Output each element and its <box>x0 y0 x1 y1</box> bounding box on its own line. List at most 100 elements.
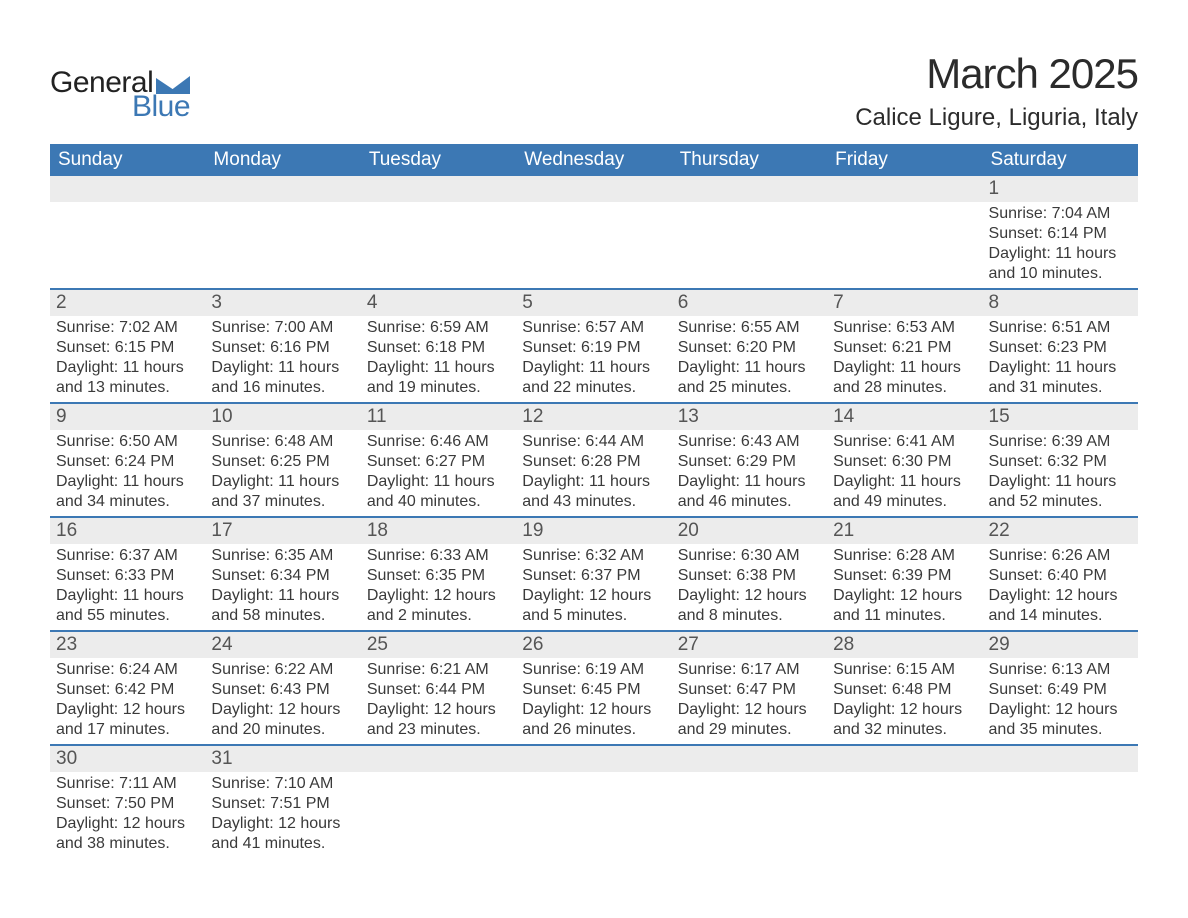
calendar-cell: 11Sunrise: 6:46 AMSunset: 6:27 PMDayligh… <box>361 403 516 517</box>
calendar-cell: 29Sunrise: 6:13 AMSunset: 6:49 PMDayligh… <box>983 631 1138 745</box>
day-number <box>516 746 671 772</box>
daylight-line: Daylight: 12 hours and 2 minutes. <box>367 586 510 626</box>
daylight-line: Daylight: 11 hours and 40 minutes. <box>367 472 510 512</box>
day-number <box>672 746 827 772</box>
sunrise-line: Sunrise: 6:37 AM <box>56 546 199 566</box>
sunrise-line: Sunrise: 6:48 AM <box>211 432 354 452</box>
day-number: 17 <box>205 518 360 544</box>
calendar-cell: 5Sunrise: 6:57 AMSunset: 6:19 PMDaylight… <box>516 289 671 403</box>
calendar-cell <box>50 176 205 289</box>
calendar-cell: 18Sunrise: 6:33 AMSunset: 6:35 PMDayligh… <box>361 517 516 631</box>
sunrise-line: Sunrise: 6:19 AM <box>522 660 665 680</box>
sunset-line: Sunset: 6:14 PM <box>989 224 1132 244</box>
calendar-cell: 6Sunrise: 6:55 AMSunset: 6:20 PMDaylight… <box>672 289 827 403</box>
day-header: Tuesday <box>361 144 516 176</box>
day-details <box>361 772 516 854</box>
daylight-line: Daylight: 12 hours and 41 minutes. <box>211 814 354 854</box>
calendar-cell: 24Sunrise: 6:22 AMSunset: 6:43 PMDayligh… <box>205 631 360 745</box>
sunrise-line: Sunrise: 6:51 AM <box>989 318 1132 338</box>
day-details: Sunrise: 6:53 AMSunset: 6:21 PMDaylight:… <box>827 316 982 402</box>
day-details: Sunrise: 7:04 AMSunset: 6:14 PMDaylight:… <box>983 202 1138 288</box>
sunset-line: Sunset: 6:29 PM <box>678 452 821 472</box>
day-details: Sunrise: 6:17 AMSunset: 6:47 PMDaylight:… <box>672 658 827 744</box>
daylight-line: Daylight: 11 hours and 55 minutes. <box>56 586 199 626</box>
calendar-week: 16Sunrise: 6:37 AMSunset: 6:33 PMDayligh… <box>50 517 1138 631</box>
day-details <box>983 772 1138 854</box>
calendar-cell: 23Sunrise: 6:24 AMSunset: 6:42 PMDayligh… <box>50 631 205 745</box>
sunset-line: Sunset: 6:43 PM <box>211 680 354 700</box>
day-details <box>827 202 982 284</box>
day-details: Sunrise: 6:55 AMSunset: 6:20 PMDaylight:… <box>672 316 827 402</box>
calendar-cell: 4Sunrise: 6:59 AMSunset: 6:18 PMDaylight… <box>361 289 516 403</box>
day-number <box>516 176 671 202</box>
day-details: Sunrise: 6:41 AMSunset: 6:30 PMDaylight:… <box>827 430 982 516</box>
daylight-line: Daylight: 11 hours and 13 minutes. <box>56 358 199 398</box>
day-number <box>672 176 827 202</box>
sunrise-line: Sunrise: 6:30 AM <box>678 546 821 566</box>
calendar-cell <box>672 176 827 289</box>
day-details <box>50 202 205 284</box>
sunset-line: Sunset: 6:33 PM <box>56 566 199 586</box>
sunset-line: Sunset: 6:20 PM <box>678 338 821 358</box>
calendar-cell <box>516 745 671 858</box>
calendar-cell: 2Sunrise: 7:02 AMSunset: 6:15 PMDaylight… <box>50 289 205 403</box>
title-block: March 2025 Calice Ligure, Liguria, Italy <box>855 50 1138 132</box>
day-number: 2 <box>50 290 205 316</box>
location: Calice Ligure, Liguria, Italy <box>855 104 1138 132</box>
calendar-cell: 15Sunrise: 6:39 AMSunset: 6:32 PMDayligh… <box>983 403 1138 517</box>
sunrise-line: Sunrise: 7:04 AM <box>989 204 1132 224</box>
day-details: Sunrise: 6:50 AMSunset: 6:24 PMDaylight:… <box>50 430 205 516</box>
day-details <box>516 772 671 854</box>
day-details: Sunrise: 6:39 AMSunset: 6:32 PMDaylight:… <box>983 430 1138 516</box>
daylight-line: Daylight: 11 hours and 43 minutes. <box>522 472 665 512</box>
day-number: 4 <box>361 290 516 316</box>
day-number: 23 <box>50 632 205 658</box>
daylight-line: Daylight: 12 hours and 38 minutes. <box>56 814 199 854</box>
calendar-cell <box>205 176 360 289</box>
day-details <box>205 202 360 284</box>
day-number: 27 <box>672 632 827 658</box>
daylight-line: Daylight: 11 hours and 19 minutes. <box>367 358 510 398</box>
sunrise-line: Sunrise: 6:32 AM <box>522 546 665 566</box>
daylight-line: Daylight: 11 hours and 49 minutes. <box>833 472 976 512</box>
sunrise-line: Sunrise: 6:44 AM <box>522 432 665 452</box>
day-number: 7 <box>827 290 982 316</box>
brand-logo: General Blue <box>50 68 190 122</box>
sunset-line: Sunset: 6:21 PM <box>833 338 976 358</box>
day-details <box>672 772 827 854</box>
day-number: 13 <box>672 404 827 430</box>
day-number: 28 <box>827 632 982 658</box>
calendar-cell: 20Sunrise: 6:30 AMSunset: 6:38 PMDayligh… <box>672 517 827 631</box>
daylight-line: Daylight: 12 hours and 5 minutes. <box>522 586 665 626</box>
calendar-cell: 30Sunrise: 7:11 AMSunset: 7:50 PMDayligh… <box>50 745 205 858</box>
day-number <box>205 176 360 202</box>
day-details: Sunrise: 6:19 AMSunset: 6:45 PMDaylight:… <box>516 658 671 744</box>
day-details: Sunrise: 6:57 AMSunset: 6:19 PMDaylight:… <box>516 316 671 402</box>
day-number <box>983 746 1138 772</box>
calendar-cell: 21Sunrise: 6:28 AMSunset: 6:39 PMDayligh… <box>827 517 982 631</box>
sunrise-line: Sunrise: 6:22 AM <box>211 660 354 680</box>
calendar-cell: 19Sunrise: 6:32 AMSunset: 6:37 PMDayligh… <box>516 517 671 631</box>
day-number: 24 <box>205 632 360 658</box>
calendar-week: 23Sunrise: 6:24 AMSunset: 6:42 PMDayligh… <box>50 631 1138 745</box>
day-details: Sunrise: 6:51 AMSunset: 6:23 PMDaylight:… <box>983 316 1138 402</box>
calendar-cell: 12Sunrise: 6:44 AMSunset: 6:28 PMDayligh… <box>516 403 671 517</box>
daylight-line: Daylight: 12 hours and 32 minutes. <box>833 700 976 740</box>
daylight-line: Daylight: 11 hours and 22 minutes. <box>522 358 665 398</box>
calendar-week: 2Sunrise: 7:02 AMSunset: 6:15 PMDaylight… <box>50 289 1138 403</box>
sunset-line: Sunset: 6:27 PM <box>367 452 510 472</box>
calendar-cell: 28Sunrise: 6:15 AMSunset: 6:48 PMDayligh… <box>827 631 982 745</box>
sunrise-line: Sunrise: 6:57 AM <box>522 318 665 338</box>
daylight-line: Daylight: 11 hours and 58 minutes. <box>211 586 354 626</box>
daylight-line: Daylight: 11 hours and 31 minutes. <box>989 358 1132 398</box>
daylight-line: Daylight: 12 hours and 29 minutes. <box>678 700 821 740</box>
day-number: 22 <box>983 518 1138 544</box>
day-details: Sunrise: 6:28 AMSunset: 6:39 PMDaylight:… <box>827 544 982 630</box>
daylight-line: Daylight: 12 hours and 26 minutes. <box>522 700 665 740</box>
daylight-line: Daylight: 11 hours and 16 minutes. <box>211 358 354 398</box>
sunrise-line: Sunrise: 6:35 AM <box>211 546 354 566</box>
calendar-cell: 22Sunrise: 6:26 AMSunset: 6:40 PMDayligh… <box>983 517 1138 631</box>
sunset-line: Sunset: 6:24 PM <box>56 452 199 472</box>
calendar-cell: 3Sunrise: 7:00 AMSunset: 6:16 PMDaylight… <box>205 289 360 403</box>
sunrise-line: Sunrise: 6:53 AM <box>833 318 976 338</box>
